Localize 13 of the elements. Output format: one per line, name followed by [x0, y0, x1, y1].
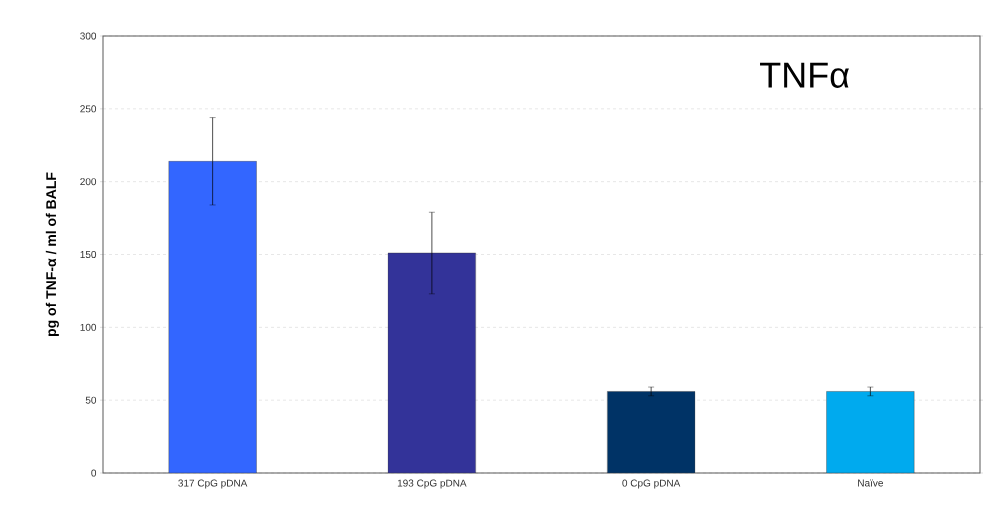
- y-axis-title: pg of TNF-α / ml of BALF: [45, 172, 59, 337]
- x-tick-label: Naïve: [858, 479, 883, 487]
- y-tick-label: 250: [80, 105, 97, 113]
- y-tick-label: 100: [80, 323, 97, 331]
- x-tick-label: 193 CpG pDNA: [397, 479, 467, 489]
- y-tick-label: 0: [91, 469, 97, 477]
- y-tick-label: 150: [80, 250, 97, 259]
- y-tick-label: 200: [80, 178, 97, 186]
- y-tick-label: 50: [85, 396, 97, 404]
- text: TNFα: [760, 62, 849, 88]
- x-tick-label: 0 CpG pDNA: [622, 479, 681, 489]
- x-tick-label: 317 CpG pDNA: [178, 479, 248, 489]
- y-tick-label: 300: [80, 32, 97, 40]
